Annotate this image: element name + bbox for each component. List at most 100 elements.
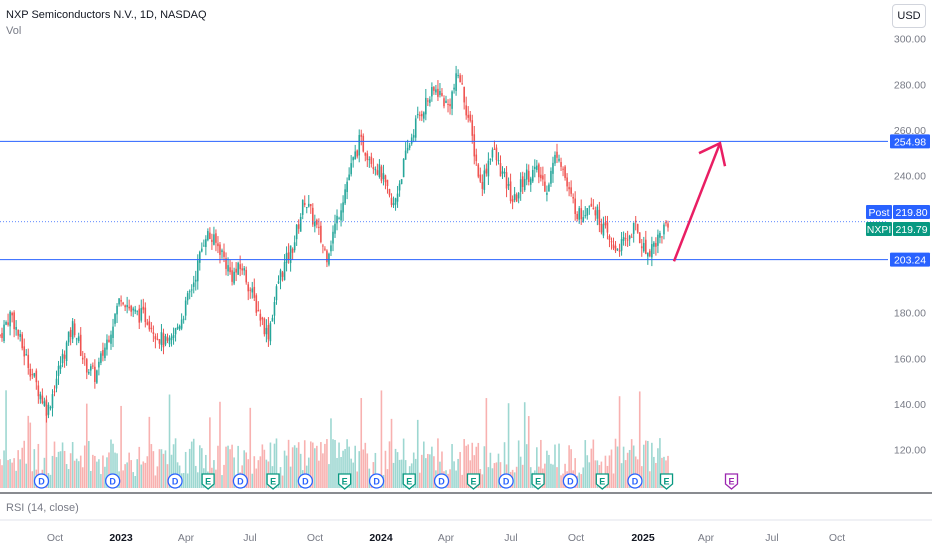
candle-body	[98, 361, 100, 368]
event-marker-letter: E	[470, 477, 476, 487]
volume-bar	[653, 456, 655, 488]
volume-bar	[636, 459, 639, 488]
candle-body	[166, 337, 169, 341]
candle-body	[90, 366, 92, 371]
currency-button[interactable]: USD	[892, 4, 926, 28]
volume-bar	[289, 466, 292, 488]
candle-body	[237, 262, 239, 275]
volume-bar	[628, 449, 631, 488]
candle-body	[39, 394, 42, 400]
volume-bar	[136, 459, 139, 488]
volume-bar	[620, 463, 623, 488]
candle-body	[182, 318, 185, 320]
candle-body	[170, 336, 173, 341]
earnings-marker	[337, 473, 352, 490]
candle-body	[477, 164, 480, 177]
event-marker-letter: D	[302, 477, 309, 487]
x-tick-label: Oct	[568, 532, 584, 544]
candle-body	[3, 324, 5, 341]
x-tick-label: Apr	[698, 532, 715, 544]
candle-body	[473, 134, 476, 157]
candle-body	[614, 245, 617, 252]
candle-body	[291, 248, 294, 253]
candle-body	[620, 239, 623, 251]
volume-bar	[431, 446, 433, 488]
candle-body	[160, 332, 163, 346]
candle-body	[604, 222, 607, 226]
candle-body	[231, 270, 233, 282]
volume-bar	[15, 470, 17, 488]
candle-body	[96, 370, 98, 383]
volume-bar	[303, 440, 306, 488]
event-marker-letter: D	[172, 477, 179, 487]
candle-body	[87, 371, 90, 374]
event-marker-letter: E	[599, 477, 605, 487]
symbol-title: NXP Semiconductors N.V., 1D, NASDAQ	[6, 9, 207, 21]
candle-body	[114, 313, 116, 324]
volume-bar	[536, 447, 538, 488]
volume-bar	[75, 458, 78, 488]
volume-bar	[380, 390, 383, 488]
volume-bar	[340, 457, 342, 488]
candle-body	[374, 169, 377, 171]
earnings-marker	[466, 473, 481, 490]
candle-body	[287, 252, 290, 260]
candle-body	[645, 239, 647, 254]
candle-body	[100, 353, 102, 363]
candle-body	[172, 334, 175, 338]
volume-bar	[67, 469, 70, 488]
volume-bar	[283, 450, 286, 488]
x-tick-label: Apr	[438, 532, 455, 544]
candle-body	[140, 308, 143, 321]
event-marker-letter: E	[535, 477, 541, 487]
volume-bar	[261, 444, 264, 488]
candle-body	[372, 167, 375, 170]
candle-body	[513, 194, 516, 200]
x-tick-label: 2023	[109, 532, 133, 544]
volume-bar	[61, 442, 64, 488]
volume-bar	[642, 444, 645, 488]
candle-body	[205, 239, 207, 247]
volume-bar	[154, 475, 157, 488]
candle-body	[348, 174, 350, 181]
candle-body	[469, 114, 472, 121]
event-marker-letter: E	[205, 477, 211, 487]
candle-body	[23, 346, 26, 357]
x-tick-label: Oct	[829, 532, 845, 544]
ticker-tag: NXPI	[867, 224, 892, 236]
candle-body	[576, 213, 578, 219]
candle-body	[459, 75, 461, 83]
volume-bar	[255, 468, 258, 488]
volume-bar	[314, 448, 316, 488]
candle-body	[471, 120, 474, 136]
volume-bar	[491, 468, 494, 488]
candle-body	[386, 179, 389, 187]
candle-body	[536, 165, 538, 170]
candle-body	[217, 243, 219, 247]
volume-bar	[638, 391, 641, 488]
volume-bar	[580, 474, 583, 488]
candle-body	[128, 306, 130, 309]
volume-bar	[192, 438, 195, 488]
candle-body	[221, 250, 223, 252]
volume-bar	[328, 464, 330, 488]
candle-body	[566, 177, 568, 187]
candle-body	[420, 113, 423, 117]
volume-bar	[400, 459, 403, 488]
volume-bar	[249, 407, 252, 488]
candle-body	[241, 268, 243, 271]
volume-bar	[614, 438, 617, 488]
candle-body	[186, 293, 189, 301]
candle-body	[463, 87, 465, 103]
volume-bar	[386, 469, 389, 488]
dividend-marker	[562, 473, 579, 489]
candle-body	[441, 93, 443, 96]
volume-bar	[493, 463, 496, 488]
volume-bar	[425, 458, 427, 488]
candle-body	[245, 269, 248, 283]
candle-body	[112, 326, 114, 338]
volume-bar	[455, 470, 457, 488]
candle-body	[640, 246, 643, 249]
